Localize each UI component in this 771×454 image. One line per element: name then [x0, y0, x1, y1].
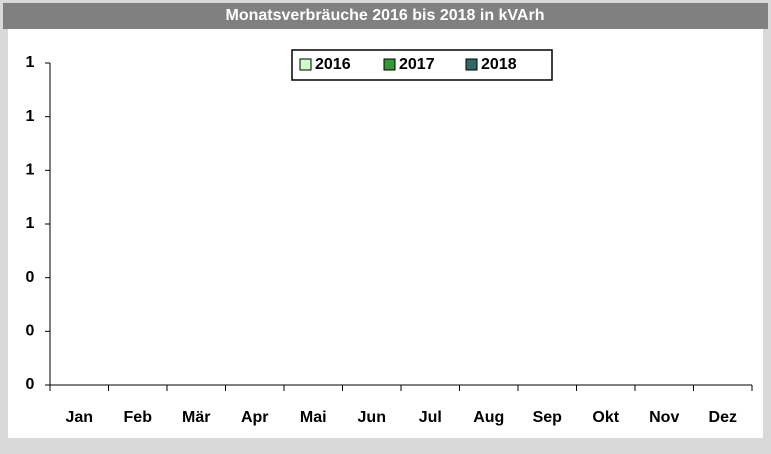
y-tick-label: 1	[26, 108, 35, 125]
legend-label: 2017	[399, 56, 435, 73]
chart-title: Monatsverbräuche 2016 bis 2018 in kVArh	[226, 7, 545, 24]
x-tick-label: Apr	[241, 409, 269, 426]
x-tick-label: Jan	[65, 409, 93, 426]
x-tick-label: Feb	[124, 409, 153, 426]
y-tick-label: 0	[26, 376, 35, 393]
y-tick-label: 1	[26, 215, 35, 232]
legend-swatch	[465, 58, 478, 71]
plot-area	[8, 29, 763, 438]
x-tick-label: Nov	[649, 409, 679, 426]
legend-label: 2016	[315, 56, 351, 73]
x-tick-label: Sep	[533, 409, 563, 426]
y-tick-label: 0	[26, 323, 35, 340]
legend-swatch	[299, 58, 312, 71]
title-bar	[3, 3, 768, 29]
legend-swatch	[383, 58, 396, 71]
x-tick-label: Aug	[473, 409, 504, 426]
y-tick-label: 1	[26, 54, 35, 71]
x-tick-label: Jul	[419, 409, 442, 426]
x-tick-label: Okt	[592, 409, 619, 426]
legend-label: 2018	[481, 56, 517, 73]
legend	[291, 49, 553, 81]
y-tick-label: 0	[26, 269, 35, 286]
x-tick-label: Dez	[709, 409, 737, 426]
x-tick-label: Jun	[358, 409, 386, 426]
x-tick-label: Mär	[182, 409, 210, 426]
x-tick-label: Mai	[300, 409, 327, 426]
y-tick-label: 1	[26, 162, 35, 179]
